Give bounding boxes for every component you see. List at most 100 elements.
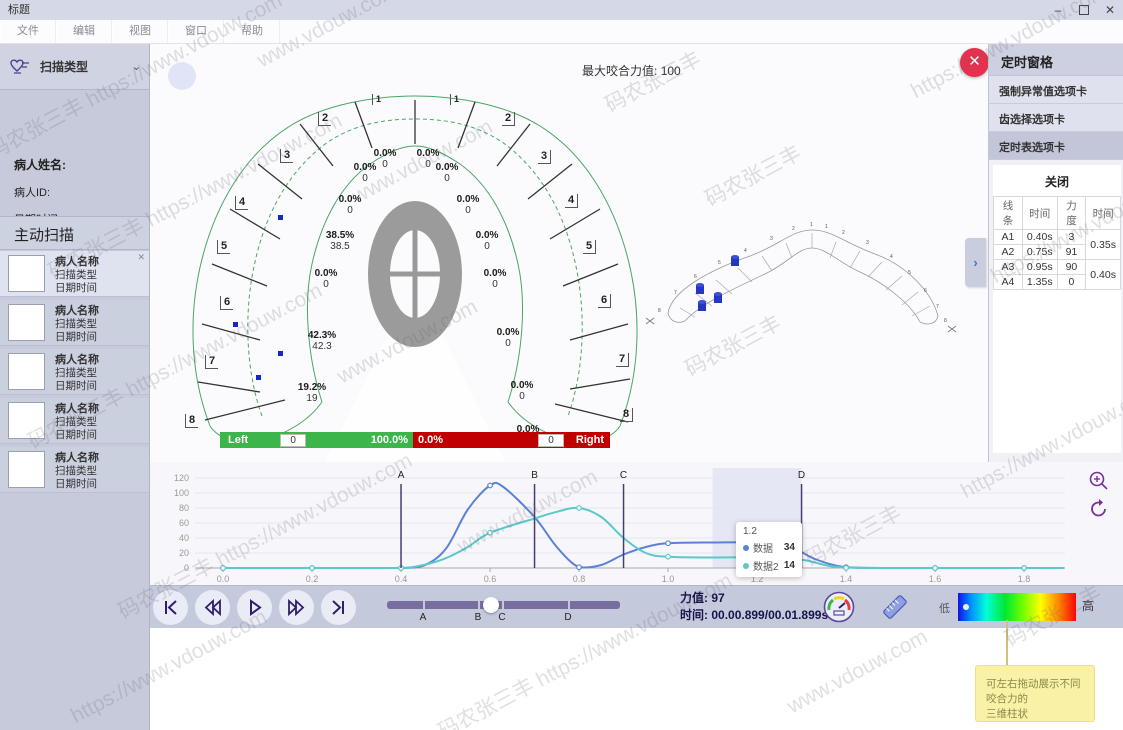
color-scale-handle[interactable]: [963, 604, 969, 610]
svg-text:D: D: [798, 470, 805, 481]
fast-forward-button[interactable]: [279, 590, 314, 625]
slider-tick: [568, 601, 570, 609]
menu-item-5[interactable]: 帮助: [224, 20, 280, 43]
tooth-number: 1: [372, 94, 384, 105]
svg-text:0.0: 0.0: [217, 574, 230, 584]
reset-zoom-icon[interactable]: [1088, 498, 1110, 520]
scan-type-dropdown[interactable]: 扫描类型 ⌄: [0, 44, 149, 90]
maximize-button[interactable]: [1079, 5, 1089, 15]
absolute-value: 0: [519, 391, 525, 402]
patient-card-name: 病人名称: [55, 256, 99, 268]
table-cell: A3: [993, 259, 1023, 275]
chart-tooltip: 1.2 数据 34 数据2 14: [736, 522, 802, 577]
svg-text:1.8: 1.8: [1018, 574, 1031, 584]
force-value: 97: [711, 591, 725, 605]
interval-cell: 0.35s: [1085, 229, 1121, 260]
menu-item-3[interactable]: 视图: [112, 20, 168, 43]
percent-value: 0.0%: [456, 194, 480, 205]
svg-text:1.6: 1.6: [929, 574, 942, 584]
legend-high-label: 高: [1082, 599, 1095, 613]
table-header-cell: 时间: [1021, 196, 1058, 230]
svg-text:80: 80: [179, 503, 189, 513]
patient-card[interactable]: 病人名称 扫描类型 日期时间: [0, 447, 149, 493]
svg-text:7: 7: [674, 290, 677, 296]
timing-table-container: 关闭 线条 时间 力度 时间 A1 0.40s 3 0.35s A2 0.75s 91 A3 0.95s…: [993, 165, 1121, 453]
close-icon[interactable]: ✕: [137, 252, 145, 262]
skip-end-button[interactable]: [321, 590, 356, 625]
arch-3d-view: 8 7 6 5 4 3 2 1 1 2 3 4 5 6 7 8: [645, 222, 957, 333]
svg-text:A: A: [398, 470, 405, 481]
timing-panel: 定时窗格 强制异常值选项卡 齿选择选项卡 定时表选项卡 关闭 线条 时间 力度 时间 A1 0…: [988, 44, 1123, 462]
absolute-value: 19: [306, 393, 318, 404]
patient-card[interactable]: 病人名称 扫描类型 日期时间: [0, 300, 149, 346]
tooth-number: 7: [616, 353, 630, 367]
watermark-text: www.vdouw.com: [783, 624, 932, 719]
panel-expander[interactable]: ›: [965, 238, 986, 287]
tooltip-series2-name: 数据2: [753, 562, 779, 573]
force-percent-label: 42.3% 42.3: [308, 330, 336, 352]
zoom-in-icon[interactable]: [1088, 470, 1110, 492]
sidebar: 扫描类型 ⌄ 病人姓名: 病人ID: 日期时间: 主动扫描 病人名称扫描类型日期…: [0, 44, 150, 730]
table-row: A4 1.35s 0: [993, 274, 1121, 290]
menu-item-1[interactable]: 文件: [0, 20, 56, 43]
svg-text:3: 3: [770, 236, 773, 242]
absolute-value: 0: [492, 279, 498, 290]
percent-value: 42.3%: [307, 330, 337, 341]
tooth-number: 6: [220, 296, 234, 310]
panel-tab-1[interactable]: 强制异常值选项卡: [989, 76, 1123, 104]
patient-card[interactable]: 病人名称 扫描类型 日期时间: [0, 349, 149, 395]
table-header-row: 线条 时间 力度 时间: [993, 196, 1121, 230]
patient-card[interactable]: 病人名称 扫描类型 日期时间 ✕: [0, 251, 149, 297]
menu-bar: 文件 编辑 视图 窗口 帮助: [0, 20, 1123, 44]
tooth-number: 3: [538, 150, 552, 164]
window-title: 标题: [8, 4, 30, 16]
play-button[interactable]: [237, 590, 272, 625]
left-force-bar: Left 0 100.0%: [220, 432, 413, 448]
max-force-label: 最大咬合力值:: [582, 64, 658, 78]
close-button[interactable]: ✕: [1104, 3, 1116, 17]
absolute-value: 42.3: [312, 341, 332, 352]
panel-tab-3[interactable]: 定时表选项卡: [989, 132, 1123, 160]
force-percent-label: 19.2% 19: [298, 382, 326, 404]
svg-text:100: 100: [174, 488, 189, 498]
title-bar: 标题 – ✕: [0, 0, 1123, 20]
force-color-scale[interactable]: [958, 593, 1076, 621]
patient-card[interactable]: 病人名称 扫描类型 日期时间: [0, 398, 149, 444]
percent-value: 0.0%: [483, 268, 507, 279]
force-percent-label: 0.0%0: [417, 148, 440, 170]
panel-tab-2[interactable]: 齿选择选项卡: [989, 104, 1123, 132]
force-chart[interactable]: 0 20 40 60 80 100 120 0.0 0.2 0.4 0.6 0.8 1.0 1.2 1.4 1…: [150, 462, 1123, 585]
ruler-icon[interactable]: [878, 590, 912, 624]
table-row: A3 0.95s 90 0.40s: [993, 259, 1121, 290]
close-panel-button[interactable]: ✕: [960, 48, 989, 77]
slider-tick: [502, 601, 504, 609]
chevron-down-icon: ⌄: [131, 61, 141, 73]
svg-text:6: 6: [694, 274, 697, 280]
scan-thumbnail: [8, 451, 45, 488]
gauge-icon[interactable]: [822, 590, 856, 624]
hint-note: 可左右拖动展示不同咬合力的 三维柱状: [975, 665, 1095, 722]
deco-circle: [168, 62, 196, 90]
absolute-value: 0: [347, 205, 353, 216]
svg-text:40: 40: [179, 533, 189, 543]
scan-thumbnail: [8, 402, 45, 439]
skip-start-button[interactable]: [153, 590, 188, 625]
table-row: A1 0.40s 3 0.35s: [993, 229, 1121, 260]
absolute-value: 0: [505, 338, 511, 349]
table-header-cell: 力度: [1056, 196, 1087, 230]
svg-text:1.2: 1.2: [751, 574, 764, 584]
menu-item-4[interactable]: 窗口: [168, 20, 224, 43]
table-cell: 0.95s: [1021, 259, 1058, 275]
table-header-cell: 时间: [1085, 196, 1121, 230]
legend-low-label: 低: [939, 603, 950, 615]
minimize-button[interactable]: –: [1054, 3, 1062, 17]
tooth-number: 8: [620, 408, 634, 422]
time-value: 00.00.899/00.01.899s: [711, 608, 829, 622]
prev-marker-button[interactable]: [195, 590, 230, 625]
svg-text:0.6: 0.6: [484, 574, 497, 584]
svg-text:8: 8: [944, 318, 947, 324]
timeline-slider-thumb[interactable]: [483, 597, 499, 613]
right-bar-value-box: 0: [538, 433, 565, 447]
contact-point: [233, 322, 238, 327]
menu-item-2[interactable]: 编辑: [56, 20, 112, 43]
